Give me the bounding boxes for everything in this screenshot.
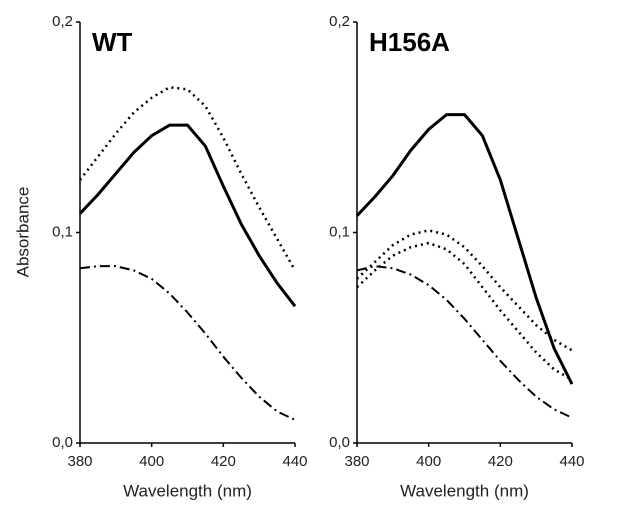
x-tick-label: 420 (211, 453, 236, 470)
y-axis-label: Absorbance (13, 187, 32, 278)
x-tick-label: 400 (416, 453, 441, 470)
y-tick-label: 0,2 (52, 13, 73, 30)
y-tick-label: 0,2 (329, 13, 350, 30)
x-tick-label: 380 (344, 453, 369, 470)
y-tick-label: 0,1 (52, 223, 73, 240)
y-tick-label: 0,0 (329, 434, 350, 451)
panel-title: H156A (369, 27, 450, 57)
curve (356, 265, 573, 419)
x-tick-label: 380 (67, 453, 92, 470)
curve (356, 229, 573, 352)
x-axis-label: Wavelength (nm) (123, 481, 252, 500)
y-tick-label: 0,1 (329, 223, 350, 240)
curve (78, 123, 297, 308)
x-tick-label: 440 (282, 453, 307, 470)
curve (355, 113, 574, 385)
curve (79, 265, 296, 421)
x-axis-label: Wavelength (nm) (400, 481, 529, 500)
y-tick-label: 0,0 (52, 434, 73, 451)
x-tick-label: 440 (559, 453, 584, 470)
x-tick-label: 400 (139, 453, 164, 470)
panel-title: WT (92, 27, 133, 57)
x-tick-label: 420 (488, 453, 513, 470)
